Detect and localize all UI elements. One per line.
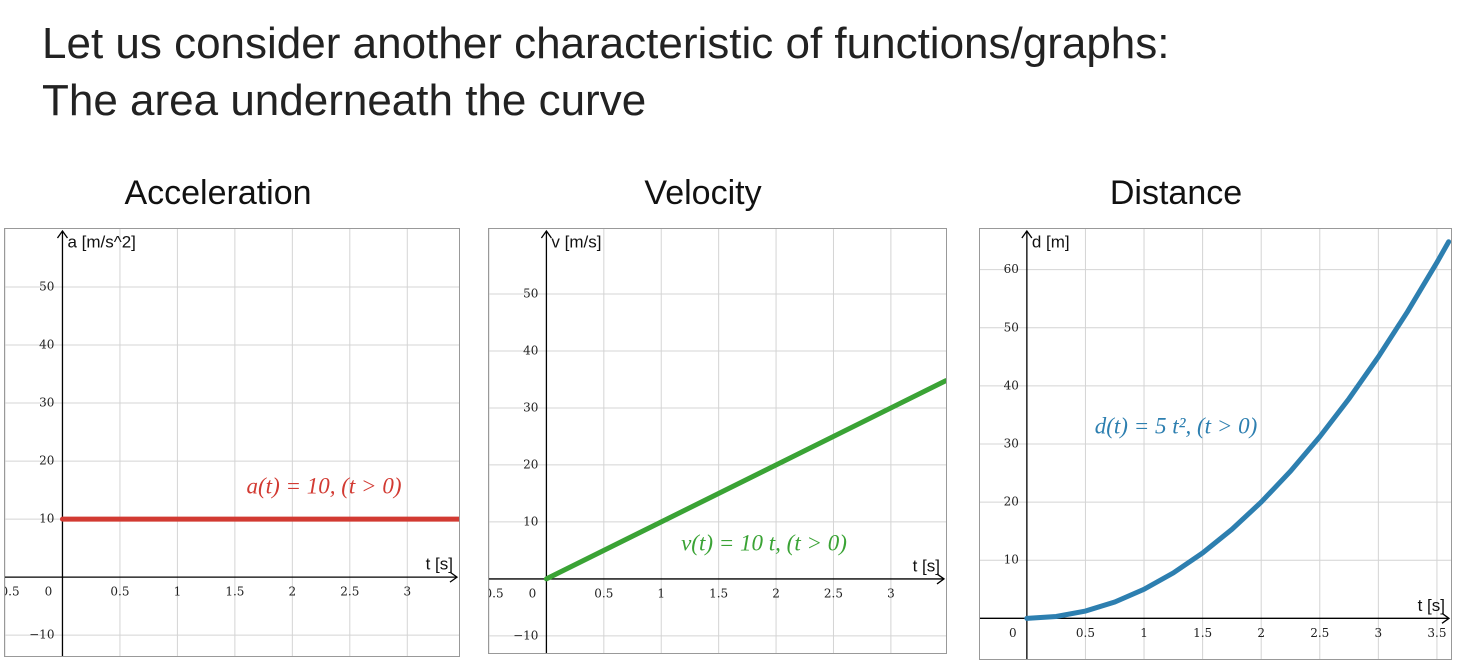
y-tick-label: 30 — [39, 396, 54, 410]
x-tick-label: 2 — [1257, 626, 1265, 640]
y-tick-label: 10 — [39, 512, 54, 526]
x-tick-label: 0.5 — [110, 585, 129, 599]
x-tick-label: 0 — [45, 585, 53, 599]
y-tick-label: −10 — [29, 628, 54, 642]
chart: −0.5 0 0.5 1 1.5 2 2.5 3 −10 10 20 30 40 50 v [m/s] t [… — [488, 228, 947, 654]
y-tick-label: 20 — [1004, 495, 1019, 509]
chart: −0.5 0 0.5 1 1.5 2 2.5 3 −10 10 20 30 40 50 a [m/s^2] t… — [4, 228, 460, 657]
y-tick-label: 50 — [1004, 320, 1019, 334]
y-tick-label: 20 — [523, 457, 538, 471]
annotation: a(t) = 10, (t > 0) — [247, 473, 402, 498]
chart-title: Velocity — [644, 174, 762, 212]
chart-title: Distance — [1109, 174, 1243, 212]
y-tick-label: 40 — [39, 338, 54, 352]
x-axis-label: t [s] — [1418, 596, 1445, 615]
axis-arrow — [56, 229, 68, 239]
x-tick-label: 3 — [887, 586, 895, 600]
x-tick-label: 0.5 — [1076, 626, 1095, 640]
slide-title: Let us consider another characteristic o… — [42, 19, 1170, 68]
axis-arrow — [540, 229, 552, 239]
slide-title: The area underneath the curve — [42, 76, 647, 125]
y-axis-label: v [m/s] — [551, 232, 601, 251]
x-tick-label: 1.5 — [709, 586, 728, 600]
x-tick-label: 0 — [529, 586, 537, 600]
y-tick-label: 40 — [1004, 378, 1019, 392]
x-tick-label: 1 — [174, 585, 182, 599]
y-tick-label: 20 — [39, 454, 54, 468]
chart-title: Acceleration — [124, 174, 312, 212]
x-tick-label: 1.5 — [1193, 626, 1212, 640]
y-tick-label: 10 — [523, 514, 538, 528]
x-tick-label: 1 — [1140, 626, 1148, 640]
axis-arrow — [1441, 612, 1451, 624]
axis-arrow — [449, 571, 459, 583]
x-tick-label: 2.5 — [1310, 626, 1329, 640]
x-tick-label: 1 — [657, 586, 665, 600]
x-tick-label: −0.5 — [4, 585, 20, 599]
x-tick-label: 2 — [289, 585, 297, 599]
x-tick-label: 0.5 — [594, 586, 613, 600]
x-tick-label: −0.5 — [488, 586, 504, 600]
y-axis-label: a [m/s^2] — [67, 232, 135, 251]
y-tick-label: 50 — [39, 280, 54, 294]
annotation: d(t) = 5 t², (t > 0) — [1095, 413, 1258, 438]
y-tick-label: 50 — [523, 286, 538, 300]
x-axis-label: t [s] — [913, 556, 940, 575]
x-tick-label: 2 — [772, 586, 780, 600]
y-tick-label: 30 — [1004, 437, 1019, 451]
data-line — [543, 378, 946, 582]
x-tick-label: 3 — [403, 585, 411, 599]
x-tick-label: 2.5 — [340, 585, 359, 599]
y-tick-label: 40 — [523, 343, 538, 357]
data-line — [1024, 239, 1451, 621]
y-axis-label: d [m] — [1032, 232, 1070, 251]
y-tick-label: −10 — [513, 628, 538, 642]
x-tick-label: 3.5 — [1427, 626, 1446, 640]
x-axis-label: t [s] — [426, 555, 453, 574]
x-tick-label: 1.5 — [225, 585, 244, 599]
x-tick-label: 0 — [1009, 626, 1017, 640]
axis-arrow — [936, 573, 946, 585]
y-tick-label: 60 — [1004, 262, 1019, 276]
x-tick-label: 2.5 — [824, 586, 843, 600]
x-tick-label: 3 — [1375, 626, 1383, 640]
y-tick-label: 10 — [1004, 553, 1019, 567]
y-tick-label: 30 — [523, 400, 538, 414]
chart: 0 0.5 1 1.5 2 2.5 3 3.5 10 20 30 40 50 60 d [m] t [s] d(… — [979, 228, 1452, 660]
axis-arrow — [1021, 229, 1033, 239]
annotation: v(t) = 10 t, (t > 0) — [681, 530, 847, 555]
